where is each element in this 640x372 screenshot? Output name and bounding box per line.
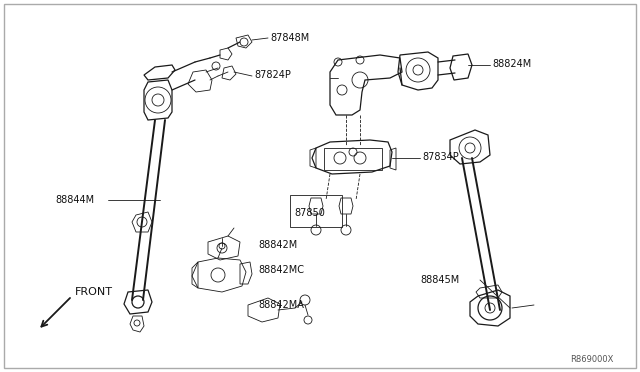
Bar [290,195,342,227]
Text: 88845M: 88845M [420,275,460,285]
Text: 87834P: 87834P [422,152,459,162]
Text: 87848M: 87848M [270,33,309,43]
Text: R869000X: R869000X [570,356,613,365]
Text: FRONT: FRONT [75,287,113,297]
Text: 87850: 87850 [294,208,325,218]
Text: 88842M: 88842M [258,240,297,250]
Text: 87824P: 87824P [254,70,291,80]
Text: 88842MC: 88842MC [258,265,304,275]
Text: 88844M: 88844M [55,195,94,205]
Bar [324,148,382,170]
Text: 88842MA: 88842MA [258,300,304,310]
Text: 88824M: 88824M [492,59,531,69]
